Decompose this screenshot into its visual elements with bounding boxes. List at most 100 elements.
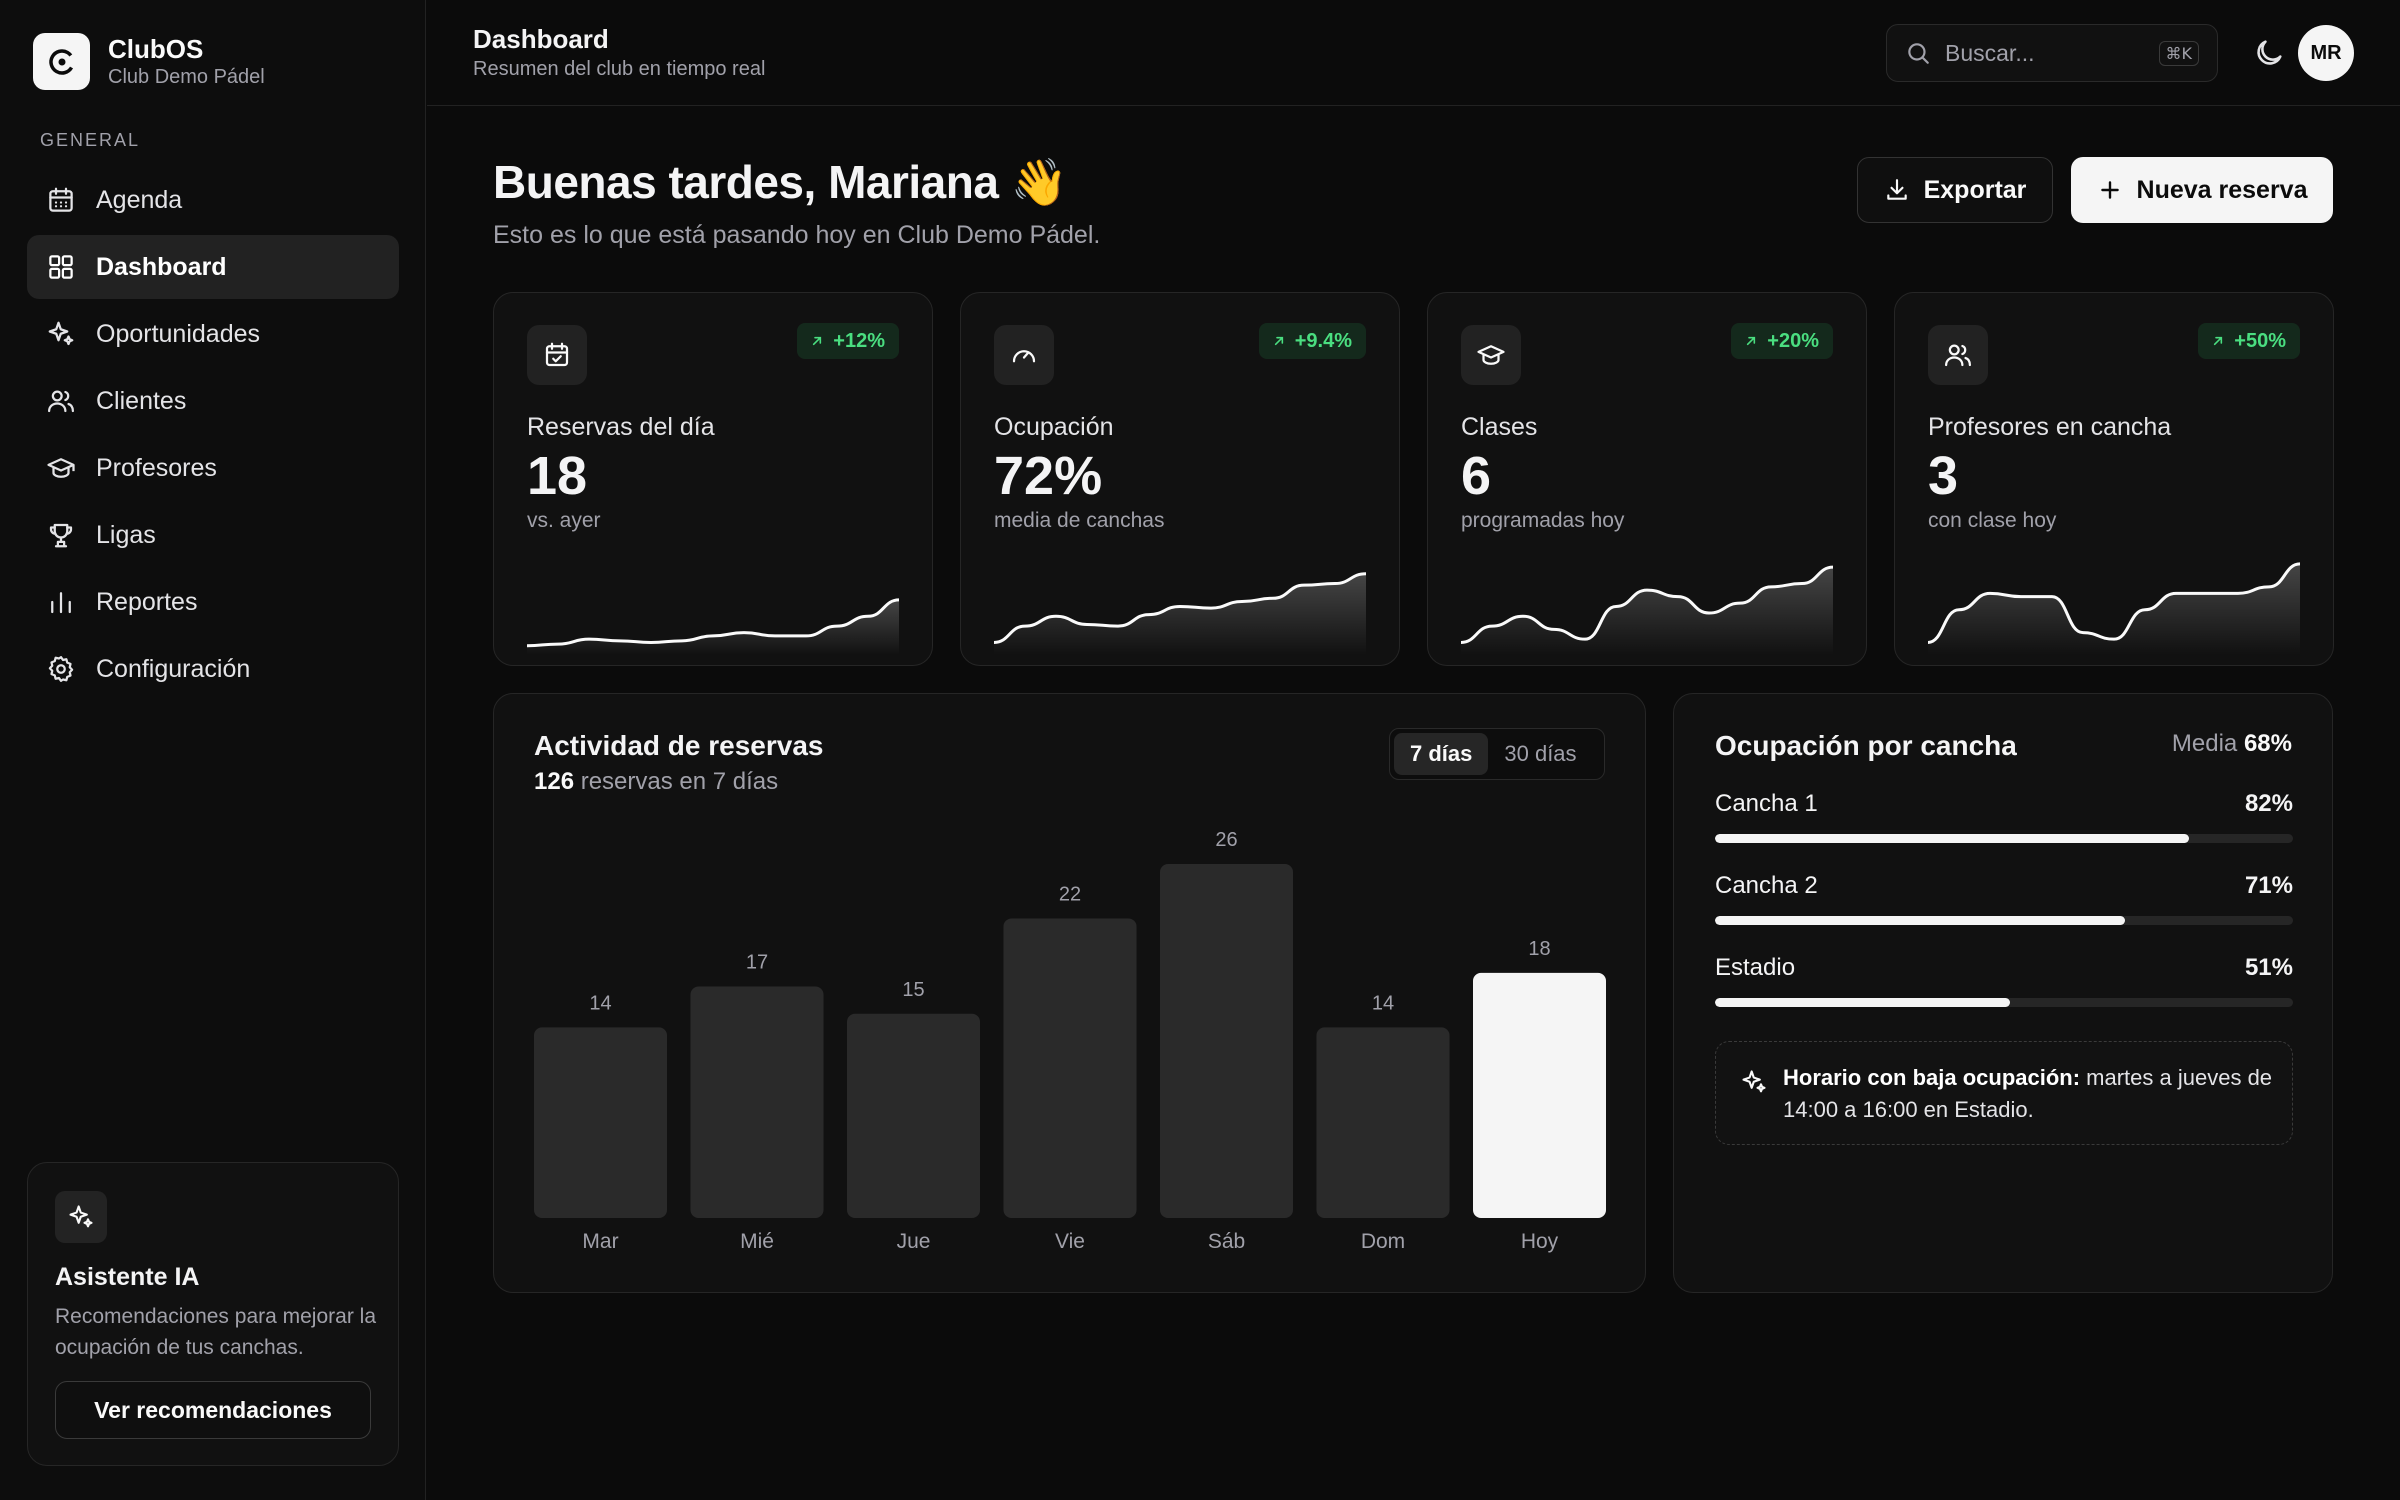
bar-sáb[interactable] [1160,864,1293,1218]
court-average: Media 68% [2172,730,2292,758]
trend-badge: +12% [797,323,899,359]
users-icon [48,390,74,413]
arrow-up-right-icon [1274,336,1283,346]
theme-toggle-button[interactable] [2252,36,2286,70]
kpi-note: programadas hoy [1461,509,1625,532]
greeting-subtitle: Esto es lo que está pasando hoy en Club … [493,221,1101,249]
graduation-cap-icon [47,458,75,478]
x-axis-tick-label: Dom [1361,1230,1405,1253]
insight-body: martes a jueves de 14:00 a 16:00 en Esta… [1783,1065,2273,1122]
bar-value-label: 26 [1215,829,1237,851]
bar-value-label: 22 [1059,883,1081,905]
progress-fill [1715,834,2189,843]
bar-dom[interactable] [1316,1027,1450,1218]
view-recommendations-button[interactable]: Ver recomendaciones [55,1381,371,1439]
users-icon [1928,325,1988,385]
search-icon [1908,43,1929,64]
ai-assistant-title: Asistente IA [55,1263,200,1291]
bar-value-label: 17 [746,952,768,974]
activity-total-suffix: reservas en 7 días [580,768,779,795]
low-occupancy-insight[interactable]: Horario con baja ocupación: martes a jue… [1715,1041,2293,1145]
progress-fill [1715,998,2010,1007]
sidebar-item-label: Reportes [96,587,198,616]
sidebar-item-label: Ligas [96,520,156,549]
sparkline-chart [527,598,899,655]
sidebar-item-profesores[interactable]: Profesores [27,436,399,500]
range-toggle: 7 días 30 días [1389,728,1605,780]
bar-jue[interactable] [847,1013,980,1218]
range-30-days-tab[interactable]: 30 días [1504,741,1577,766]
search-box[interactable]: ⌘K [1886,24,2218,82]
bar-chart-icon [51,592,71,614]
graduation-cap-icon [1461,325,1521,385]
download-icon [1886,179,1907,200]
sidebar-item-ligas[interactable]: Ligas [27,503,399,567]
court-average-value: 68% [2243,730,2292,757]
brand[interactable]: ClubOS Club Demo Pádel [33,33,265,90]
sidebar-item-configuracion[interactable]: Configuración [27,637,399,701]
kpi-card-reservas[interactable]: +12% Reservas del día 18 vs. ayer [493,292,933,666]
x-axis-tick-label: Vie [1055,1230,1085,1253]
progress-track [1715,834,2293,843]
sidebar-nav: Agenda Dashboard Oportunidades Clientes … [27,168,399,704]
kpi-card-ocupacion[interactable]: +9.4% Ocupación 72% media de canchas [960,292,1400,666]
trend-badge: +50% [2198,323,2300,359]
bar-hoy[interactable] [1473,972,1606,1218]
sparkline-area [1928,563,2300,655]
bar-mié[interactable] [690,986,824,1218]
court-percent: 82% [2244,790,2293,817]
trend-badge: +20% [1731,323,1833,359]
plus-icon [2100,181,2119,199]
calendar-check-icon [527,325,587,385]
activity-summary: 126 reservas en 7 días [534,768,778,796]
bar-vie[interactable] [1003,918,1137,1218]
sparkline-chart [1928,562,2300,655]
sparkline-area [527,599,899,655]
sparkles-icon [48,321,74,346]
sidebar-item-label: Agenda [96,185,183,214]
kpi-card-clases[interactable]: +20% Clases 6 programadas hoy [1427,292,1867,666]
sparkline-line [1928,562,2300,644]
court-name: Cancha 1 [1715,790,1818,817]
arrow-up-right-icon [813,336,822,346]
sidebar-item-clientes[interactable]: Clientes [27,369,399,433]
calendar-icon [49,187,73,212]
sidebar-item-label: Profesores [96,453,217,482]
bar-mar[interactable] [534,1027,667,1218]
court-average-label: Media [2171,730,2238,757]
trend-badge-value: +50% [2234,329,2286,352]
sparkles-icon [55,1191,107,1243]
trophy-icon [49,523,73,548]
kpi-note: media de canchas [994,509,1165,532]
sidebar-item-agenda[interactable]: Agenda [27,168,399,232]
kpi-note: vs. ayer [527,509,601,532]
search-input[interactable] [1945,39,2135,67]
sparkline-line [527,598,899,648]
new-reservation-button[interactable]: Nueva reserva [2071,157,2333,223]
nav-section-label: GENERAL [40,130,141,150]
sidebar-item-reportes[interactable]: Reportes [27,570,399,634]
sidebar-item-label: Clientes [96,386,187,415]
top-header: Dashboard Resumen del club en tiempo rea… [427,0,2400,106]
kpi-value: 72% [994,446,1103,506]
sidebar-item-oportunidades[interactable]: Oportunidades [27,302,399,366]
progress-track [1715,998,2293,1007]
arrow-up-right-icon [1747,336,1756,346]
trend-badge-value: +20% [1767,329,1819,352]
avatar[interactable]: MR [2298,25,2354,81]
range-7-days-tab[interactable]: 7 días [1394,733,1489,775]
progress-fill [1715,916,2126,925]
kpi-card-profesores[interactable]: +50% Profesores en cancha 3 con clase ho… [1894,292,2334,666]
insight-heading: Horario con baja ocupación: [1783,1065,2081,1090]
export-label: Exportar [1923,175,2027,204]
court-percent: 51% [2244,954,2293,981]
sparkles-icon [1742,1070,1766,1093]
x-axis-tick-label: Jue [897,1230,931,1253]
new-reservation-label: Nueva reserva [2136,175,2308,204]
bar-value-label: 14 [1372,992,1394,1014]
kpi-label: Clases [1461,413,1538,441]
page-subtitle: Resumen del club en tiempo real [473,58,766,80]
export-button[interactable]: Exportar [1857,157,2053,223]
page-title: Dashboard [473,24,609,54]
sidebar-item-dashboard[interactable]: Dashboard [27,235,399,299]
